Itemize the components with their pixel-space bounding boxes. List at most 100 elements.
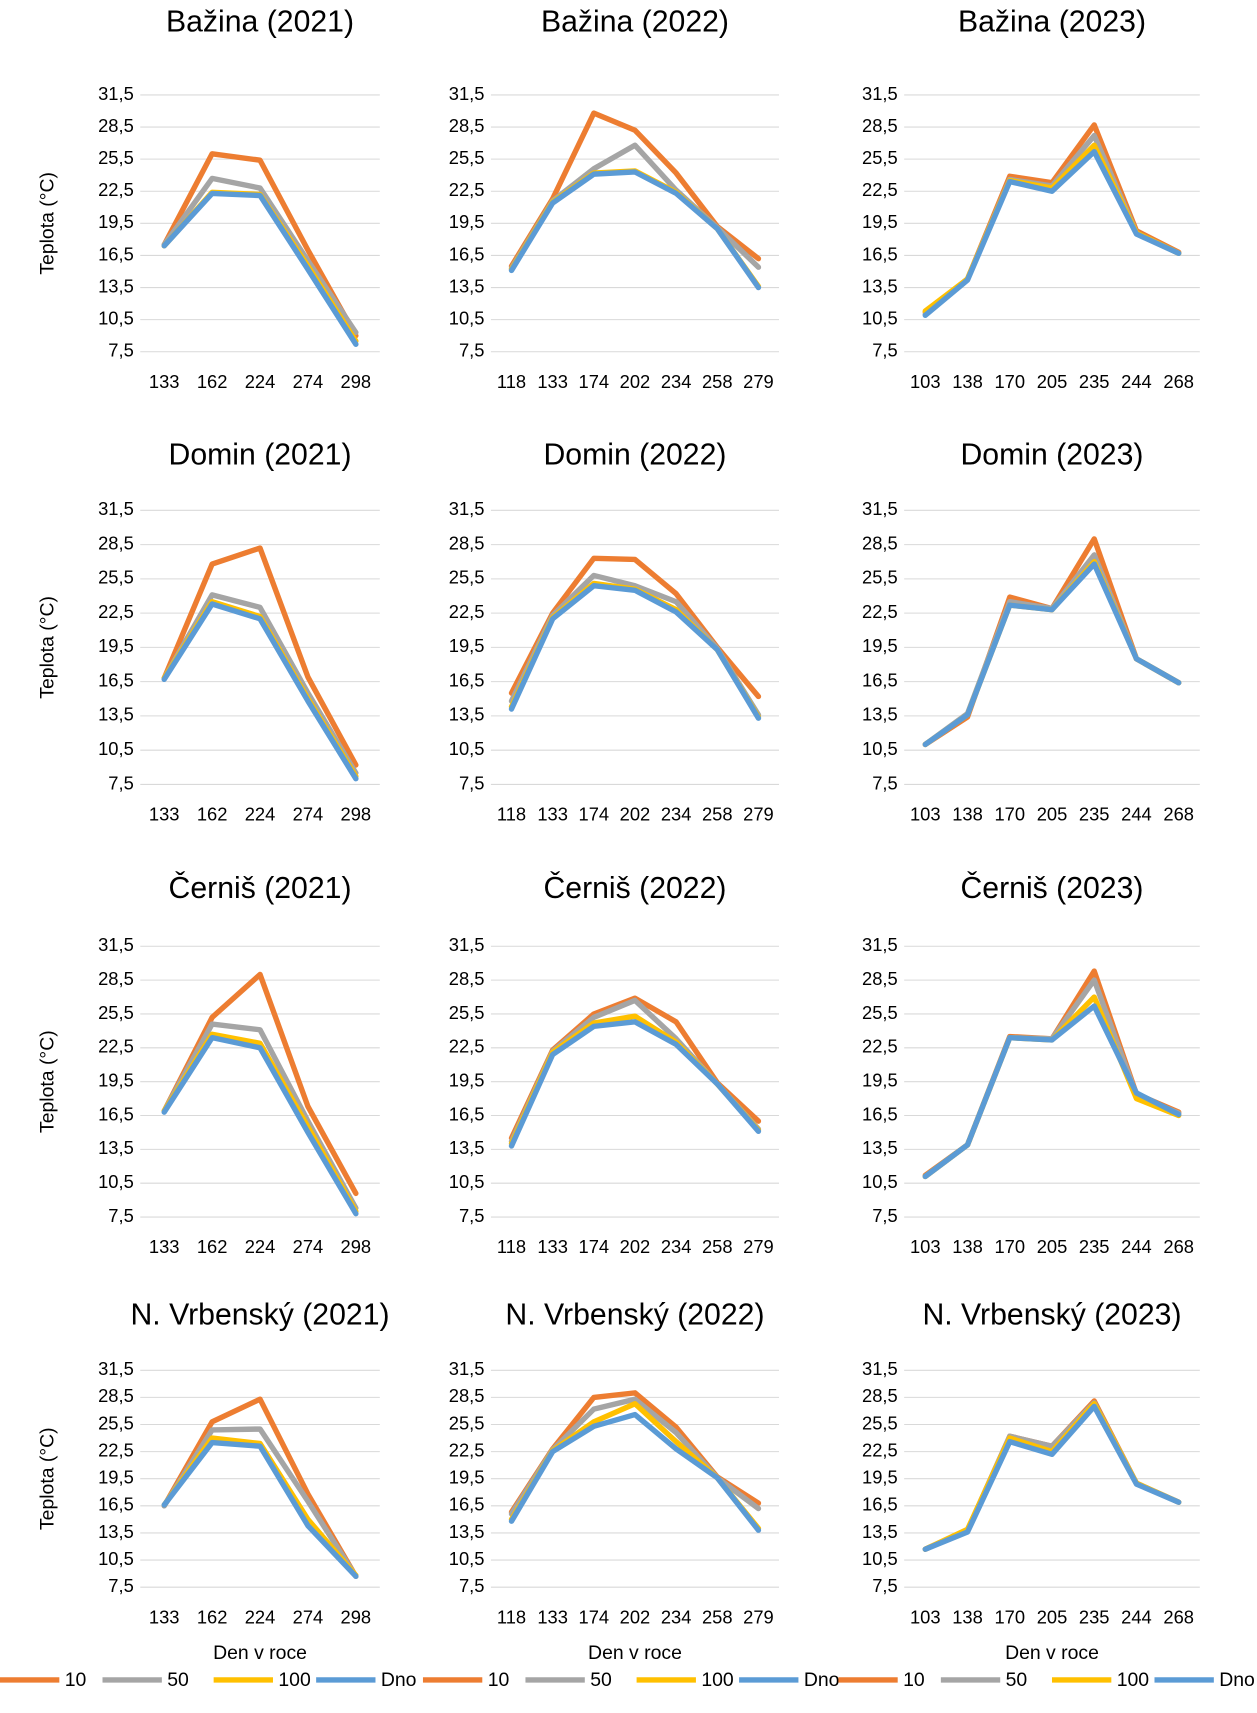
y-tick-label: 16,5 <box>449 1103 485 1124</box>
x-tick-label: 138 <box>952 371 983 392</box>
y-tick-label: 25,5 <box>98 567 134 588</box>
x-tick-label: 205 <box>1037 371 1068 392</box>
y-tick-label: 16,5 <box>862 669 898 690</box>
y-axis-label: Teplota (°C) <box>37 172 59 275</box>
y-tick-label: 13,5 <box>862 704 898 725</box>
x-tick-label: 279 <box>743 804 774 825</box>
series-line <box>161 175 359 336</box>
y-tick-label: 25,5 <box>862 567 898 588</box>
y-tick-label: 16,5 <box>449 243 485 264</box>
y-tick-label: 13,5 <box>862 1521 898 1542</box>
y-tick-label: 19,5 <box>98 1070 134 1091</box>
y-tick-label: 10,5 <box>449 1548 485 1569</box>
x-tick-label: 298 <box>341 804 372 825</box>
y-tick-label: 10,5 <box>449 738 485 759</box>
y-tick-label: 28,5 <box>449 968 485 989</box>
y-tick-label: 16,5 <box>98 243 134 264</box>
y-tick-label: 22,5 <box>862 601 898 622</box>
y-tick-label: 31,5 <box>98 83 134 104</box>
x-tick-label: 118 <box>497 804 526 825</box>
y-tick-label: 10,5 <box>449 307 485 328</box>
y-tick-label: 19,5 <box>862 635 898 656</box>
series-line <box>508 1013 762 1147</box>
y-tick-label: 16,5 <box>98 669 134 690</box>
y-tick-label: 16,5 <box>98 1494 134 1515</box>
x-tick-label: 258 <box>702 804 733 825</box>
x-tick-label: 133 <box>537 371 568 392</box>
x-tick-label: 170 <box>994 804 1025 825</box>
y-tick-label: 22,5 <box>98 601 134 622</box>
chart: Černiš (2021) 7,5 10,5 13,5 16,5 19,5 22,5 25,5… <box>37 871 380 1257</box>
x-tick-label: 279 <box>743 1606 774 1627</box>
y-tick-label: 13,5 <box>98 1137 134 1158</box>
series-line <box>922 148 1182 319</box>
y-tick-label: 22,5 <box>862 1036 898 1057</box>
chart-title: N. Vrbenský (2023) <box>922 1298 1181 1331</box>
series-line <box>922 1403 1182 1552</box>
x-tick-label: 162 <box>197 371 228 392</box>
series-line <box>161 151 359 339</box>
y-tick-label: 16,5 <box>98 1103 134 1124</box>
y-tick-label: 7,5 <box>459 772 484 793</box>
series-line <box>922 561 1182 748</box>
x-tick-label: 258 <box>702 371 733 392</box>
chart: Domin (2022) 7,5 10,5 13,5 16,5 19,5 22,5 25,5 2… <box>449 438 780 825</box>
series-line <box>508 169 762 291</box>
x-tick-label: 174 <box>579 1236 610 1257</box>
series-line <box>508 572 762 718</box>
y-tick-label: 28,5 <box>862 1385 898 1406</box>
y-tick-label: 10,5 <box>98 738 134 759</box>
x-tick-label: 118 <box>497 371 526 392</box>
chart: N. Vrbenský (2022) 7,5 10,5 13,5 16,5 19,5 22,… <box>422 1298 840 1691</box>
y-tick-label: 19,5 <box>449 211 485 232</box>
y-tick-label: 28,5 <box>449 1385 485 1406</box>
y-tick-label: 10,5 <box>98 307 134 328</box>
chart-title: Bažina (2023) <box>958 6 1146 39</box>
x-tick-label: 138 <box>952 1606 983 1627</box>
y-tick-label: 13,5 <box>862 275 898 296</box>
chart: Černiš (2023) 7,5 10,5 13,5 16,5 19,5 22,5 25,5… <box>862 871 1200 1257</box>
legend-label: Dno <box>381 1669 417 1691</box>
x-tick-label: 274 <box>293 804 324 825</box>
y-tick-label: 13,5 <box>449 275 485 296</box>
x-tick-label: 274 <box>293 371 324 392</box>
y-tick-label: 25,5 <box>449 1412 485 1433</box>
x-tick-label: 268 <box>1163 1606 1194 1627</box>
y-tick-label: 16,5 <box>862 243 898 264</box>
series-line <box>508 1401 762 1532</box>
y-tick-label: 25,5 <box>449 1002 485 1023</box>
y-tick-label: 28,5 <box>449 115 485 136</box>
y-tick-label: 10,5 <box>98 1548 134 1569</box>
y-axis-label: Teplota (°C) <box>37 596 59 699</box>
x-tick-label: 162 <box>197 804 228 825</box>
y-tick-label: 31,5 <box>862 934 898 955</box>
x-tick-label: 118 <box>497 1606 526 1627</box>
y-tick-label: 13,5 <box>98 704 134 725</box>
y-tick-label: 19,5 <box>98 211 134 232</box>
y-tick-label: 10,5 <box>862 307 898 328</box>
x-tick-label: 202 <box>620 1236 651 1257</box>
y-tick-label: 13,5 <box>449 704 485 725</box>
y-tick-label: 16,5 <box>449 1494 485 1515</box>
y-tick-label: 22,5 <box>449 179 485 200</box>
y-tick-label: 25,5 <box>98 1412 134 1433</box>
y-tick-label: 16,5 <box>862 1494 898 1515</box>
y-tick-label: 19,5 <box>449 635 485 656</box>
x-tick-label: 234 <box>661 1236 692 1257</box>
x-tick-label: 205 <box>1037 1606 1068 1627</box>
y-tick-label: 22,5 <box>98 1439 134 1460</box>
x-tick-label: 162 <box>197 1606 228 1627</box>
x-tick-label: 170 <box>994 1606 1025 1627</box>
x-tick-label: 268 <box>1163 371 1194 392</box>
y-tick-label: 10,5 <box>98 1171 134 1192</box>
x-tick-label: 224 <box>245 1606 276 1627</box>
series-line <box>508 110 762 269</box>
y-tick-label: 31,5 <box>862 1358 898 1379</box>
y-tick-label: 10,5 <box>862 1171 898 1192</box>
y-tick-label: 13,5 <box>449 1521 485 1542</box>
chart-title: Černiš (2022) <box>543 871 726 905</box>
legend-label: Dno <box>804 1669 840 1691</box>
x-tick-label: 133 <box>149 1606 180 1627</box>
series-line <box>161 1034 359 1217</box>
